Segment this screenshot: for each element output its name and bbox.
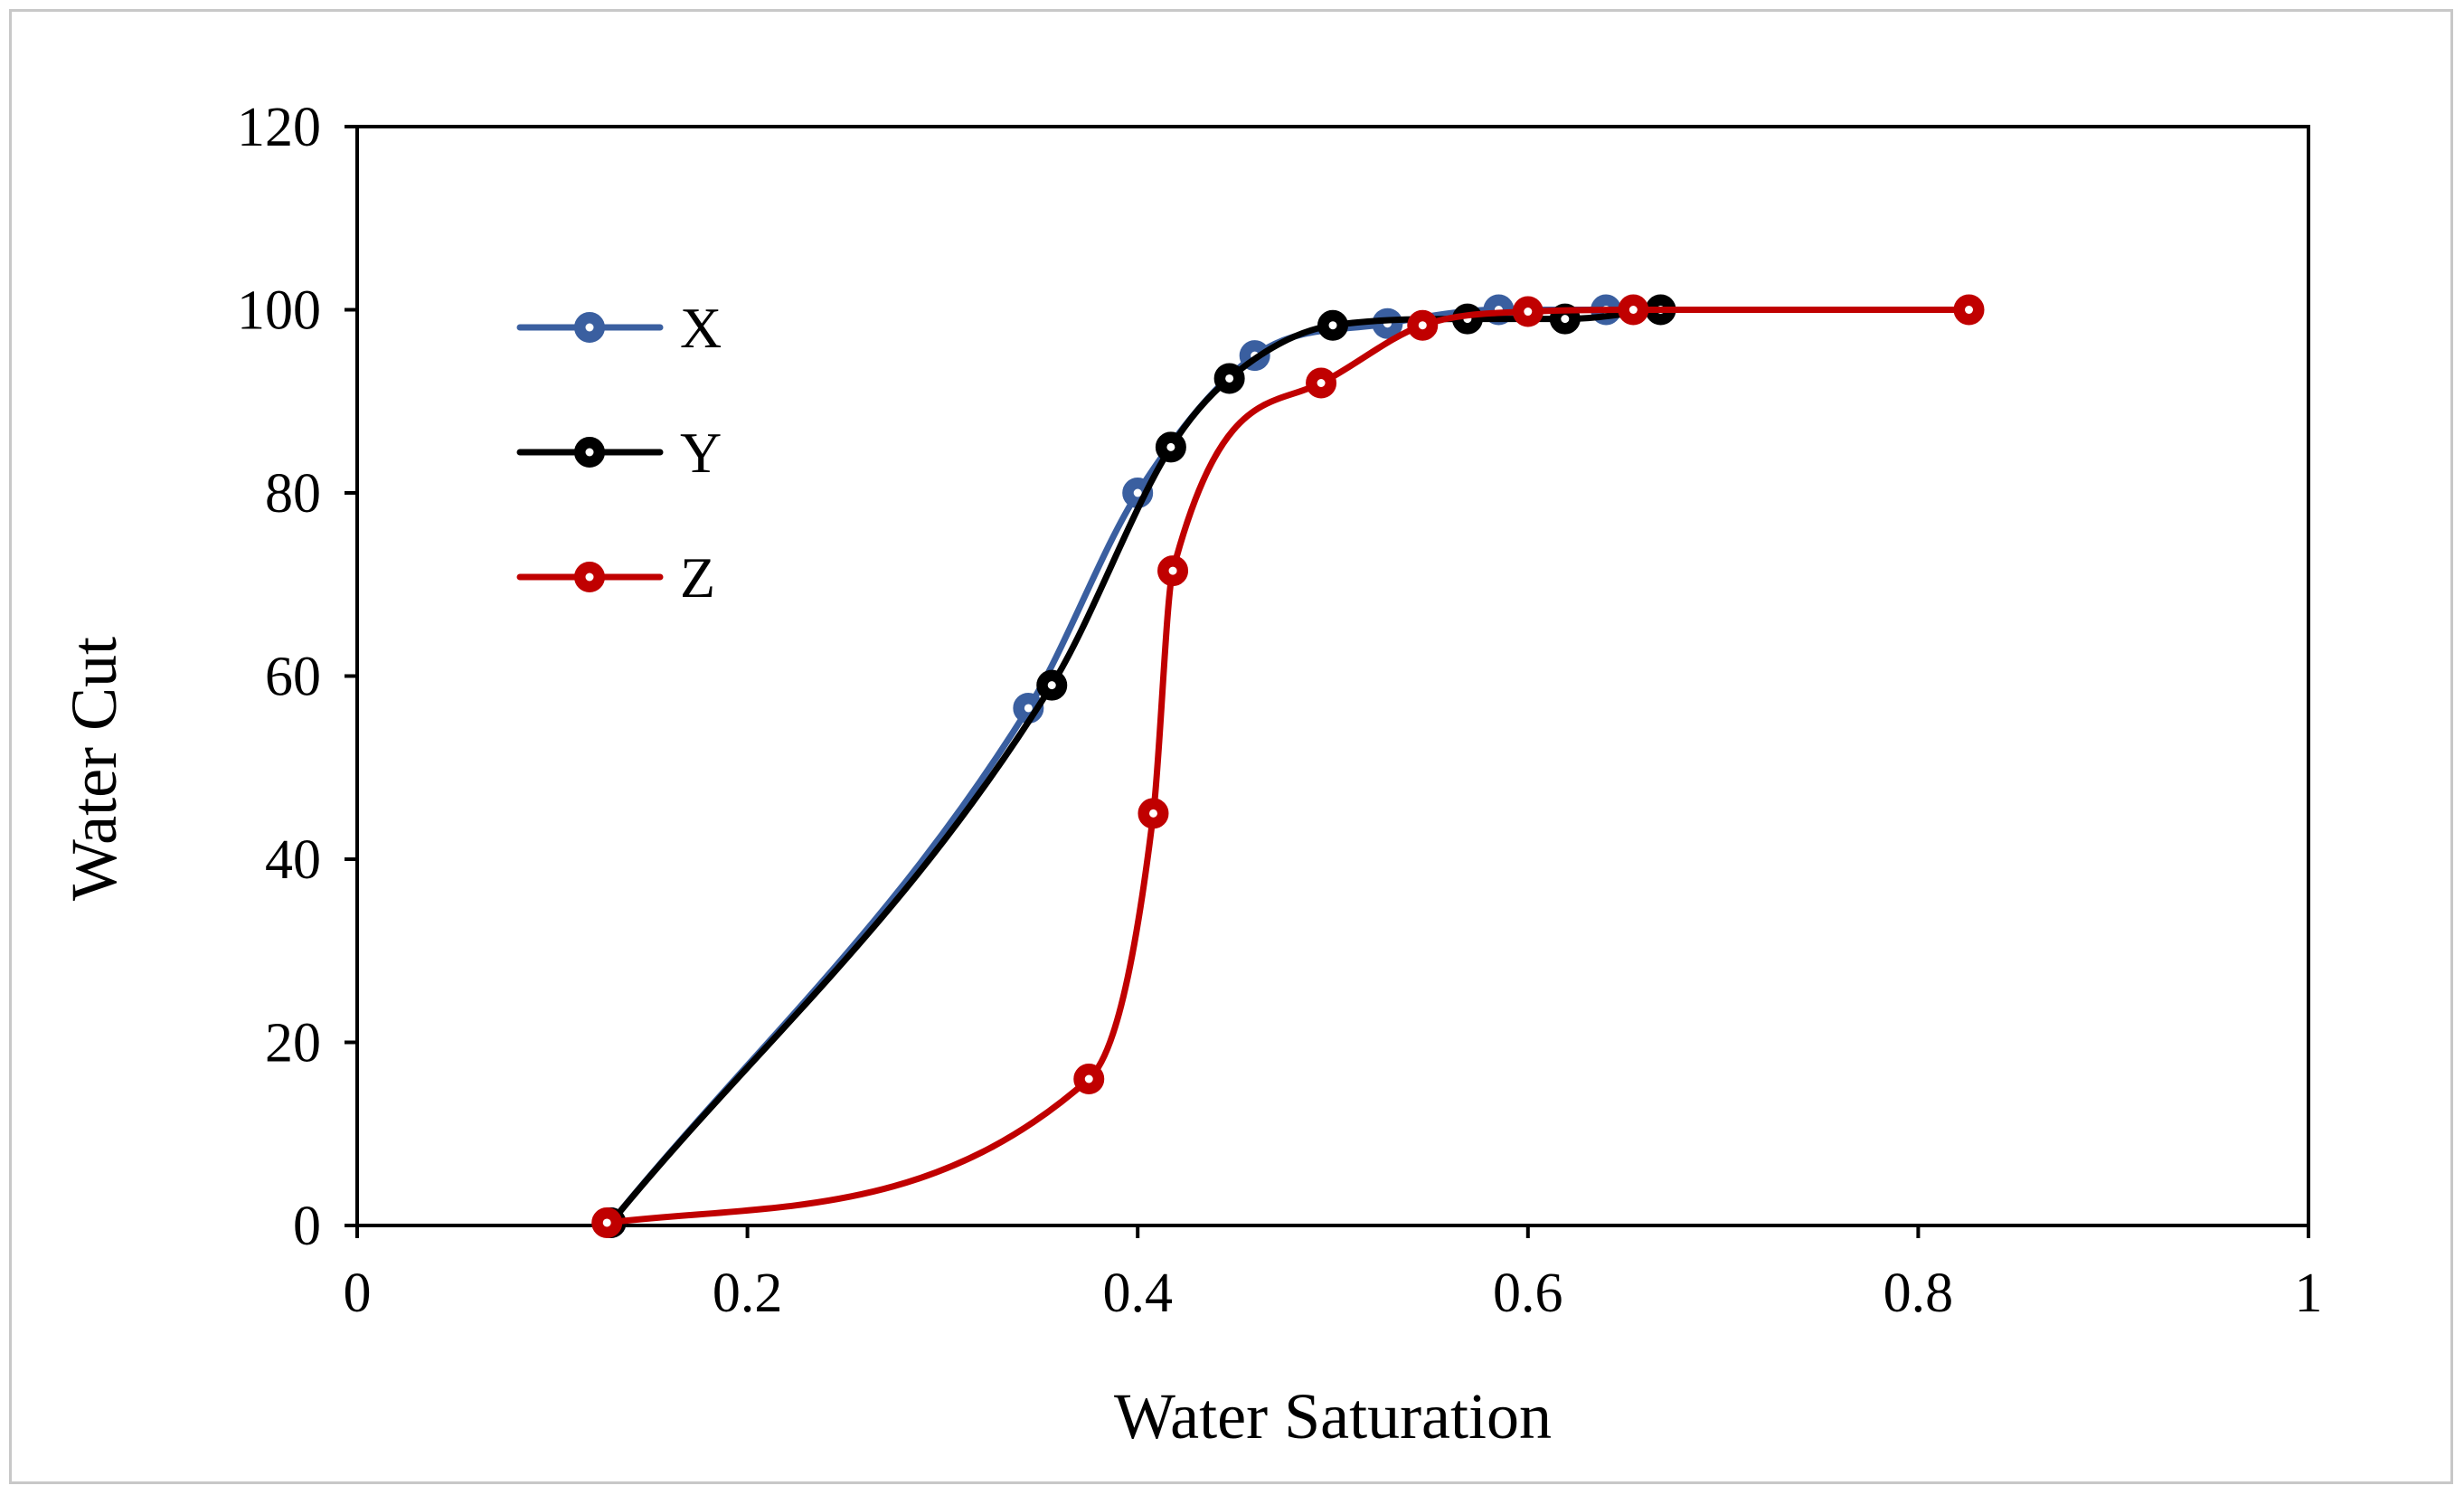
y-tick-label: 0	[293, 1196, 321, 1257]
y-tick-label: 40	[265, 829, 321, 891]
legend-label-z: Z	[680, 545, 715, 610]
series-y-point	[1036, 669, 1068, 701]
x-tick-label: 0.8	[1883, 1263, 1954, 1324]
series-y-line	[608, 307, 1664, 1226]
series-layer	[591, 294, 1985, 1238]
legend: XYZ	[516, 296, 722, 610]
y-tick-label: 100	[237, 280, 321, 342]
x-axis: 0 0.2 0.4 0.6 0.8 1	[344, 1225, 2323, 1324]
y-tick-label: 20	[265, 1013, 321, 1074]
y-axis: 0 20 40 60 80 100 120	[237, 97, 357, 1257]
y-tick-label: 120	[237, 97, 321, 158]
series-x	[595, 294, 1622, 1238]
series-z-point	[1073, 1064, 1105, 1094]
legend-item-x: X	[516, 296, 722, 360]
x-tick-label: 0.2	[713, 1263, 783, 1324]
legend-marker-x	[574, 312, 605, 343]
y-axis-title: Water Cut	[58, 637, 130, 901]
series-x-line	[608, 306, 1610, 1226]
series-y-point	[1155, 431, 1186, 463]
legend-marker-y	[574, 437, 605, 468]
legend-label-y: Y	[680, 421, 722, 485]
y-tick-label: 60	[265, 647, 321, 708]
x-tick-label: 0	[344, 1263, 372, 1324]
series-z	[591, 294, 1985, 1238]
series-y-point	[1213, 363, 1245, 394]
legend-label-x: X	[680, 296, 722, 360]
series-z-point	[1512, 296, 1544, 327]
plot-area	[355, 125, 2310, 1227]
x-tick-label: 0.6	[1493, 1263, 1563, 1324]
y-tick-label: 80	[265, 463, 321, 525]
legend-marker-z	[574, 562, 605, 592]
series-z-point	[1953, 294, 1985, 326]
series-z-point	[591, 1206, 623, 1238]
series-y	[595, 294, 1676, 1238]
x-tick-label: 1	[2295, 1263, 2323, 1324]
legend-item-z: Z	[516, 545, 715, 610]
series-y-point	[1317, 309, 1348, 341]
series-z-point	[1618, 294, 1649, 326]
series-z-point	[1138, 798, 1169, 829]
series-z-point	[1306, 367, 1337, 399]
series-z-line	[603, 306, 1972, 1226]
series-z-point	[1157, 555, 1189, 587]
legend-item-y: Y	[516, 421, 722, 485]
series-z-point	[1407, 309, 1439, 341]
plot-box	[355, 125, 2310, 1227]
x-axis-title: Water Saturation	[1114, 1380, 1552, 1452]
x-tick-label: 0.4	[1102, 1263, 1173, 1324]
chart-frame	[9, 9, 2453, 1484]
